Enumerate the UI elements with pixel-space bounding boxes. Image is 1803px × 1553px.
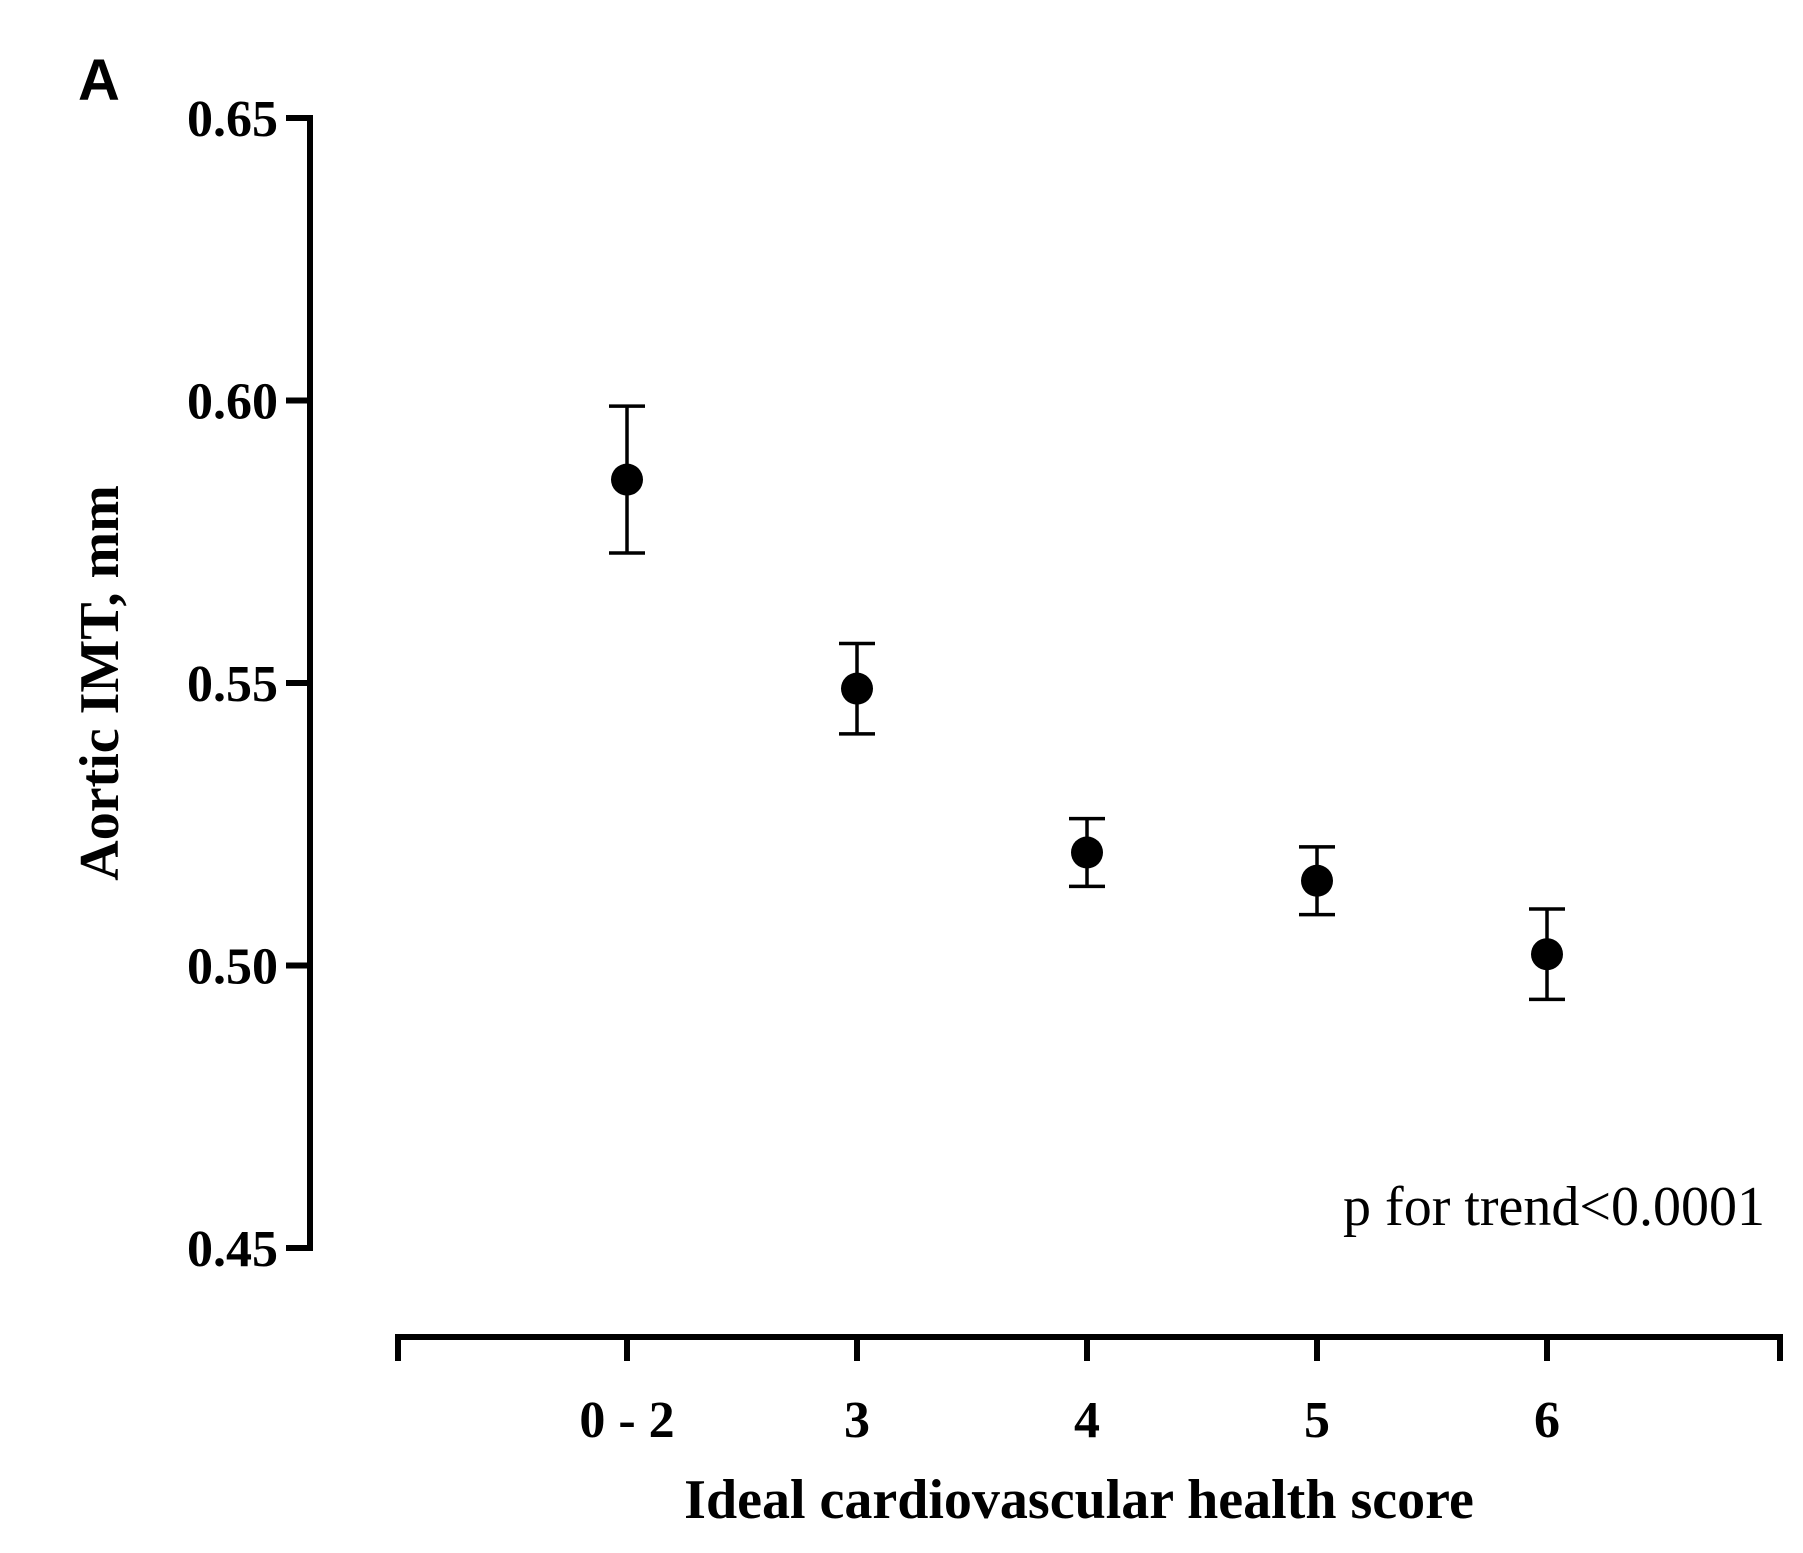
data-point-group: [1529, 907, 1565, 1002]
p-trend-annotation: p for trend<0.0001: [1343, 1176, 1765, 1238]
x-tick-label: 4: [1074, 1392, 1100, 1449]
x-axis-title: Ideal cardiovascular health score: [684, 1469, 1474, 1531]
data-point-group: [609, 404, 645, 555]
y-tick-label: 0.60: [187, 374, 278, 431]
data-point-group: [839, 641, 875, 736]
y-tick-label: 0.50: [187, 939, 278, 996]
data-points: [609, 404, 1565, 1002]
panel-label: A: [78, 48, 120, 113]
y-ticks: 0.45 0.50 0.55 0.60 0.65: [187, 91, 313, 1278]
x-ticks: 0 - 2 3 4 5 6: [395, 1334, 1783, 1449]
x-tick-label: 5: [1304, 1392, 1330, 1449]
data-point: [611, 463, 643, 496]
data-point: [1071, 836, 1103, 869]
data-point-group: [1299, 845, 1335, 917]
x-tick-label: 0 - 2: [579, 1392, 674, 1449]
y-tick-label: 0.55: [187, 656, 278, 713]
data-point-group: [1069, 816, 1105, 889]
y-tick-label: 0.65: [187, 91, 278, 148]
x-tick-label: 6: [1534, 1392, 1560, 1449]
x-tick-label: 3: [844, 1392, 870, 1449]
data-point: [841, 672, 873, 705]
data-point: [1531, 938, 1563, 971]
y-axis-title: Aortic IMT, mm: [69, 485, 131, 881]
y-tick-label: 0.45: [187, 1221, 278, 1278]
data-point: [1301, 864, 1333, 897]
